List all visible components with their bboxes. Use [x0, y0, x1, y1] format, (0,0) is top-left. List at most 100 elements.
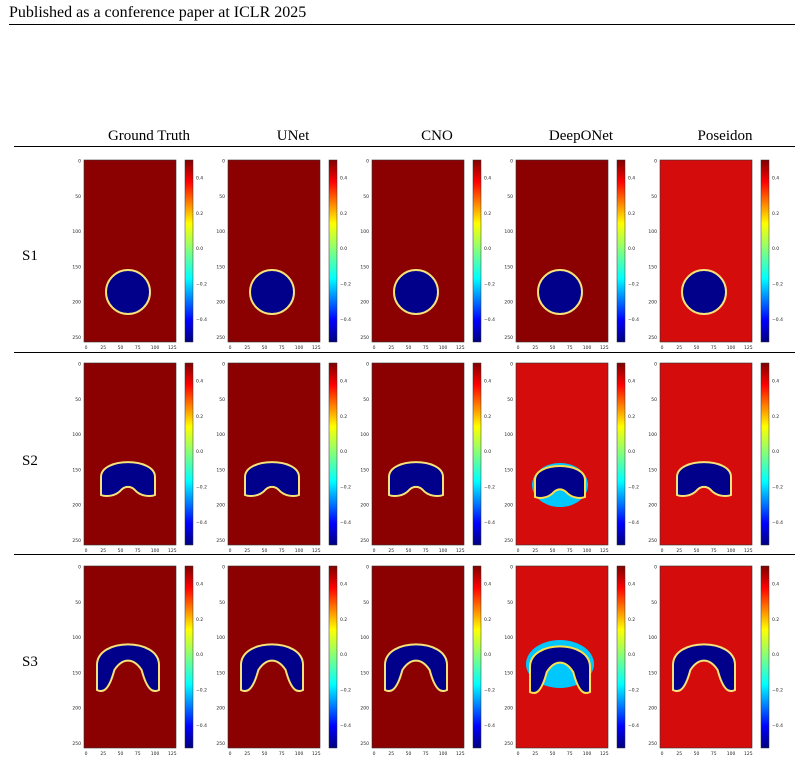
field-plot: 0 25 50 75 100 125 0 50 100 150 200 250 0.4 0.2 0.0 −0.… — [648, 362, 783, 555]
y-tick-label: 0 — [510, 362, 513, 368]
x-tick-label: 75 — [567, 751, 573, 757]
y-tick-label: 200 — [504, 300, 513, 306]
field-plot: 0 25 50 75 100 125 0 50 100 150 200 250 0.4 0.2 0.0 −0.… — [504, 565, 639, 758]
x-tick-label: 0 — [229, 751, 232, 757]
colorbar-tick-label: 0.4 — [340, 176, 347, 182]
bubble-shape — [676, 461, 732, 497]
x-tick-label: 100 — [151, 345, 160, 351]
y-tick-label: 200 — [216, 706, 225, 712]
colorbar — [184, 159, 194, 343]
y-tick-label: 0 — [78, 362, 81, 368]
x-tick-label: 75 — [423, 345, 429, 351]
y-tick-label: 200 — [504, 503, 513, 509]
x-tick-label: 0 — [517, 751, 520, 757]
colorbar-tick-label: 0.4 — [772, 582, 779, 588]
x-tick-label: 50 — [262, 548, 268, 554]
y-tick-label: 250 — [504, 335, 513, 341]
column-title-deeponet: DeepONet — [548, 128, 614, 144]
y-tick-label: 200 — [72, 503, 81, 509]
colorbar-tick-label: 0.2 — [628, 211, 635, 217]
y-tick-label: 100 — [72, 432, 81, 438]
field-plot: 0 25 50 75 100 125 0 50 100 150 200 250 0.4 0.2 0.0 −0.… — [216, 362, 351, 555]
colorbar-tick-label: 0.4 — [628, 582, 635, 588]
x-tick-label: 125 — [456, 345, 465, 351]
y-tick-label: 50 — [651, 194, 657, 200]
x-tick-label: 0 — [229, 548, 232, 554]
field-plot: 0 25 50 75 100 125 0 50 100 150 200 250 0.4 0.2 0.0 −0.… — [504, 159, 639, 352]
colorbar-tick-label: 0.2 — [772, 414, 779, 420]
y-tick-label: 150 — [360, 264, 369, 270]
bubble-shape — [672, 643, 736, 693]
x-tick-label: 75 — [279, 751, 285, 757]
x-tick-label: 125 — [600, 548, 609, 554]
y-tick-label: 100 — [72, 229, 81, 235]
x-tick-label: 0 — [517, 345, 520, 351]
plot-background — [372, 363, 464, 545]
x-tick-label: 75 — [567, 548, 573, 554]
colorbar-tick-label: 0.0 — [484, 652, 491, 658]
field-plot: 0 25 50 75 100 125 0 50 100 150 200 250 0.4 0.2 0.0 −0.… — [216, 159, 351, 352]
bubble-shape — [681, 269, 727, 315]
colorbar-tick-label: 0.4 — [196, 582, 203, 588]
x-tick-label: 75 — [135, 548, 141, 554]
plot-frame — [659, 565, 753, 749]
column-title-poseidon: Poseidon — [697, 128, 753, 144]
y-tick-label: 100 — [504, 432, 513, 438]
x-tick-label: 100 — [295, 751, 304, 757]
y-tick-label: 250 — [360, 741, 369, 747]
colorbar-tick-label: 0.2 — [772, 617, 779, 623]
plot-frame — [515, 159, 609, 343]
x-tick-label: 0 — [373, 751, 376, 757]
colorbar-tick-label: 0.2 — [340, 617, 347, 623]
x-tick-label: 100 — [583, 345, 592, 351]
colorbar-tick-label: 0.0 — [628, 449, 635, 455]
colorbar-tick-label: −0.4 — [196, 520, 207, 526]
y-tick-label: 250 — [648, 741, 657, 747]
y-tick-label: 200 — [648, 503, 657, 509]
bubble-shape — [534, 464, 586, 499]
colorbar-tick-label: −0.2 — [628, 485, 639, 491]
field-plot: 0 25 50 75 100 125 0 50 100 150 200 250 0.4 0.2 0.0 −0.… — [72, 565, 207, 758]
colorbar-tick-label: −0.4 — [772, 723, 783, 729]
bubble-shape — [249, 269, 295, 315]
x-tick-label: 50 — [694, 751, 700, 757]
colorbar-tick-label: 0.0 — [196, 246, 203, 252]
field-plot: 0 25 50 75 100 125 0 50 100 150 200 250 0.4 0.2 0.0 −0.… — [648, 159, 783, 352]
y-tick-label: 250 — [504, 538, 513, 544]
y-tick-label: 150 — [72, 670, 81, 676]
y-tick-label: 0 — [366, 159, 369, 165]
x-tick-label: 125 — [744, 548, 753, 554]
bubble-shape — [537, 269, 583, 315]
y-tick-label: 50 — [651, 600, 657, 606]
y-tick-label: 200 — [72, 300, 81, 306]
x-tick-label: 25 — [388, 751, 394, 757]
y-tick-label: 250 — [72, 741, 81, 747]
x-tick-label: 125 — [456, 548, 465, 554]
colorbar-tick-label: −0.4 — [772, 317, 783, 323]
colorbar — [760, 159, 770, 343]
y-tick-label: 100 — [648, 229, 657, 235]
x-tick-label: 50 — [406, 345, 412, 351]
plot-frame — [659, 159, 753, 343]
x-tick-label: 75 — [567, 345, 573, 351]
x-tick-label: 25 — [676, 751, 682, 757]
y-tick-label: 50 — [75, 194, 81, 200]
colorbar — [328, 565, 338, 749]
colorbar-tick-label: 0.4 — [772, 379, 779, 385]
colorbar-tick-label: −0.2 — [628, 688, 639, 694]
y-tick-label: 150 — [216, 264, 225, 270]
column-title-unet: UNet — [276, 128, 310, 144]
colorbar — [328, 159, 338, 343]
row-label-s3: S3 — [22, 654, 38, 670]
colorbar-tick-label: −0.2 — [340, 688, 351, 694]
header-rule — [9, 24, 795, 25]
x-tick-label: 75 — [135, 751, 141, 757]
colorbar-tick-label: 0.2 — [196, 617, 203, 623]
y-tick-label: 50 — [363, 600, 369, 606]
y-tick-label: 200 — [360, 706, 369, 712]
x-tick-label: 100 — [727, 345, 736, 351]
y-tick-label: 100 — [648, 635, 657, 641]
y-tick-label: 0 — [222, 362, 225, 368]
column-title-ground-truth: Ground Truth — [107, 128, 191, 144]
y-tick-label: 150 — [648, 670, 657, 676]
